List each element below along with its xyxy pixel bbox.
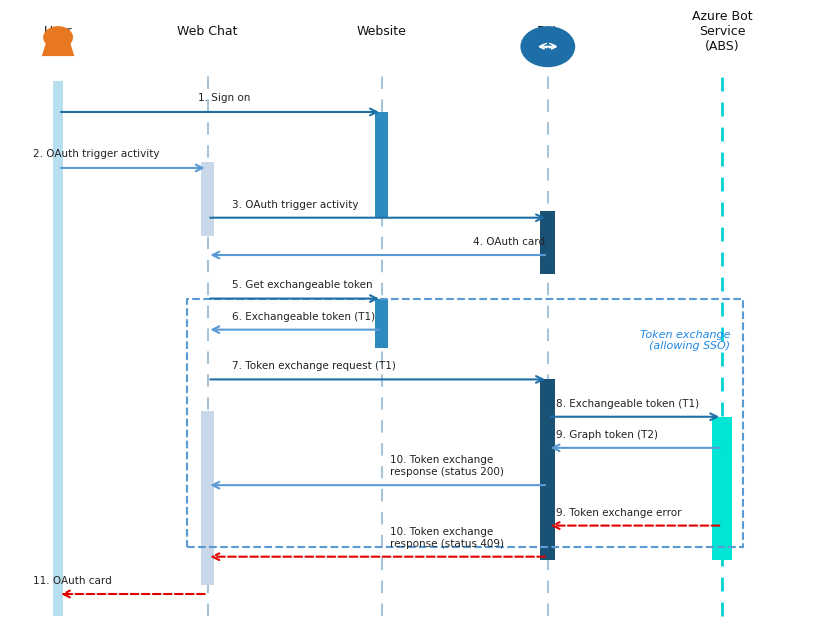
Circle shape xyxy=(43,26,73,49)
Text: User: User xyxy=(44,25,72,37)
Text: 5. Get exchangeable token: 5. Get exchangeable token xyxy=(232,281,373,290)
Text: Azure Bot
Service
(ABS): Azure Bot Service (ABS) xyxy=(691,9,753,53)
Text: Token exchange
(allowing SSO): Token exchange (allowing SSO) xyxy=(640,330,730,351)
Circle shape xyxy=(520,26,575,67)
Text: 10. Token exchange
response (status 200): 10. Token exchange response (status 200) xyxy=(390,455,504,477)
Text: 10. Token exchange
response (status 409): 10. Token exchange response (status 409) xyxy=(390,527,504,549)
Polygon shape xyxy=(42,41,75,56)
Text: 3. OAuth trigger activity: 3. OAuth trigger activity xyxy=(232,200,359,210)
Text: 9. Token exchange error: 9. Token exchange error xyxy=(556,508,681,518)
Bar xyxy=(201,162,214,236)
Text: <>: <> xyxy=(540,42,556,52)
Text: 4. OAuth card: 4. OAuth card xyxy=(473,237,545,247)
Text: 8. Exchangeable token (T1): 8. Exchangeable token (T1) xyxy=(556,399,699,409)
Text: 2. OAuth trigger activity: 2. OAuth trigger activity xyxy=(33,149,159,159)
Bar xyxy=(201,411,214,585)
Text: 7. Token exchange request (T1): 7. Token exchange request (T1) xyxy=(232,361,396,371)
Bar xyxy=(540,211,555,274)
Bar xyxy=(540,379,555,560)
Text: 11. OAuth card: 11. OAuth card xyxy=(33,576,112,586)
Bar xyxy=(187,299,743,547)
Text: Website: Website xyxy=(357,25,407,37)
Text: 6. Exchangeable token (T1): 6. Exchangeable token (T1) xyxy=(232,312,375,322)
Bar xyxy=(375,112,388,218)
Bar xyxy=(375,299,388,348)
Bar xyxy=(712,417,732,560)
Text: 1. Sign on: 1. Sign on xyxy=(198,93,251,103)
Text: Web Chat: Web Chat xyxy=(178,25,237,37)
Text: Bot: Bot xyxy=(537,25,559,37)
Text: 9. Graph token (T2): 9. Graph token (T2) xyxy=(556,430,658,440)
Bar xyxy=(53,81,63,616)
